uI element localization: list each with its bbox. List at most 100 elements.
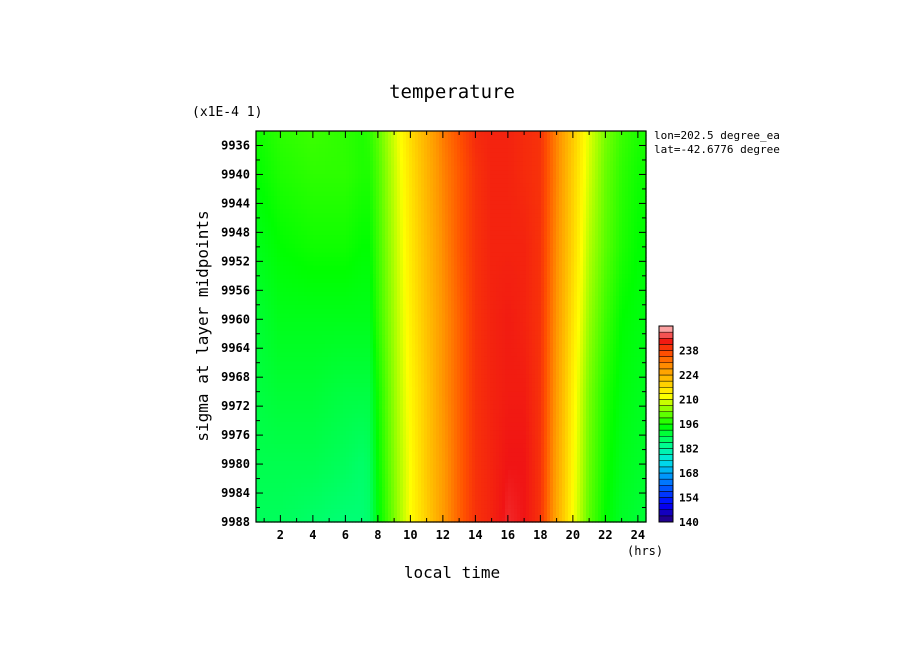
heatmap-cells: [256, 131, 647, 523]
heatmap-cell: [334, 170, 338, 176]
heatmap-cell: [562, 148, 566, 154]
heatmap-cell: [445, 170, 449, 176]
heatmap-cell: [568, 135, 572, 141]
heatmap-cell: [343, 178, 347, 184]
heatmap-cell: [430, 178, 434, 184]
heatmap-cell: [643, 135, 647, 141]
heatmap-cell: [607, 174, 611, 180]
heatmap-cell: [379, 161, 383, 167]
heatmap-cell: [580, 135, 584, 141]
heatmap-cell: [559, 139, 563, 145]
heatmap-cell: [412, 170, 416, 176]
heatmap-cell: [394, 139, 398, 145]
heatmap-cell: [598, 131, 602, 136]
heatmap-cell: [463, 170, 467, 176]
heatmap-cell: [445, 178, 449, 184]
heatmap-cell: [451, 148, 455, 154]
heatmap-cell: [313, 165, 317, 171]
heatmap-cell: [289, 165, 293, 171]
heatmap-cell: [256, 135, 260, 141]
heatmap-cell: [556, 148, 560, 154]
heatmap-cell: [370, 178, 374, 184]
heatmap-cell: [451, 144, 455, 149]
heatmap-cell: [481, 170, 485, 176]
heatmap-cell: [286, 178, 290, 184]
heatmap-cell: [391, 152, 395, 158]
heatmap-cell: [475, 157, 479, 163]
heatmap-cell: [427, 174, 431, 180]
heatmap-cell: [595, 131, 599, 136]
heatmap-cell: [562, 157, 566, 163]
heatmap-cell: [571, 148, 575, 154]
heatmap-cell: [277, 131, 281, 136]
heatmap-cell: [343, 174, 347, 180]
heatmap-cell: [511, 152, 515, 158]
heatmap-cell: [304, 139, 308, 145]
heatmap-cell: [301, 131, 305, 136]
heatmap-cell: [412, 165, 416, 171]
heatmap-cell: [499, 148, 503, 154]
heatmap-cell: [283, 131, 287, 136]
heatmap-cell: [637, 161, 641, 167]
heatmap-cell: [550, 170, 554, 176]
heatmap-cell: [373, 148, 377, 154]
heatmap-cell: [400, 148, 404, 154]
heatmap-cell: [559, 174, 563, 180]
heatmap-cell: [469, 139, 473, 145]
heatmap-cell: [307, 178, 311, 184]
heatmap-cell: [481, 135, 485, 141]
heatmap-cell: [382, 165, 386, 171]
heatmap-cell: [388, 178, 392, 184]
heatmap-cell: [460, 152, 464, 158]
heatmap-cell: [628, 131, 632, 136]
heatmap-cell: [460, 148, 464, 154]
heatmap-cell: [496, 135, 500, 141]
heatmap-cell: [643, 161, 647, 167]
heatmap-cell: [598, 165, 602, 171]
heatmap-cell: [310, 161, 314, 167]
heatmap-cell: [412, 157, 416, 163]
heatmap-cell: [529, 139, 533, 145]
heatmap-cell: [370, 139, 374, 145]
heatmap-cell: [442, 178, 446, 184]
heatmap-cell: [403, 148, 407, 154]
heatmap-cell: [511, 170, 515, 176]
heatmap-cell: [565, 135, 569, 141]
heatmap-cell: [622, 148, 626, 154]
heatmap-cell: [583, 165, 587, 171]
heatmap-cell: [562, 165, 566, 171]
heatmap-cell: [622, 135, 626, 141]
heatmap-cell: [346, 161, 350, 167]
heatmap-cell: [352, 174, 356, 180]
heatmap-cell: [334, 161, 338, 167]
heatmap-cell: [265, 165, 269, 171]
heatmap-cell: [316, 152, 320, 158]
heatmap-cell: [352, 170, 356, 176]
heatmap-cell: [391, 170, 395, 176]
heatmap-cell: [337, 170, 341, 176]
heatmap-cell: [385, 139, 389, 145]
heatmap-cell: [448, 131, 452, 136]
heatmap-cell: [286, 170, 290, 176]
heatmap-cell: [352, 157, 356, 163]
heatmap-cell: [358, 148, 362, 154]
heatmap-cell: [634, 148, 638, 154]
heatmap-cell: [355, 165, 359, 171]
heatmap-cell: [613, 139, 617, 145]
heatmap-cell: [628, 174, 632, 180]
heatmap-cell: [334, 135, 338, 141]
heatmap-cell: [340, 170, 344, 176]
heatmap-cell: [262, 165, 266, 171]
heatmap-cell: [442, 135, 446, 141]
heatmap-cell: [532, 165, 536, 171]
heatmap-cell: [388, 148, 392, 154]
heatmap-cell: [358, 152, 362, 158]
heatmap-cell: [517, 131, 521, 136]
heatmap-cell: [448, 165, 452, 171]
heatmap-cell: [382, 131, 386, 136]
heatmap-cell: [256, 131, 260, 136]
heatmap-cell: [268, 131, 272, 136]
heatmap-cell: [541, 131, 545, 136]
heatmap-cell: [559, 152, 563, 158]
heatmap-cell: [481, 148, 485, 154]
